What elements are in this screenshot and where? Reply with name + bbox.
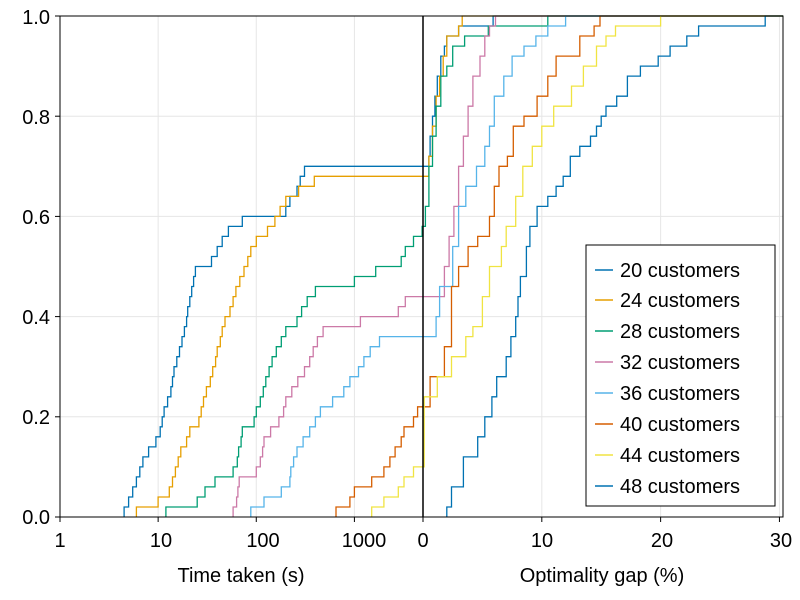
series-line (423, 15, 783, 298)
series-line (423, 15, 783, 177)
series-line (423, 15, 783, 228)
y-tick-label: 0.8 (22, 107, 50, 129)
legend-label: 44 customers (620, 445, 740, 467)
x-tick-label: 1 (54, 530, 65, 552)
y-tick-labels: 0.0 0.2 0.4 0.6 0.8 1.0 (22, 7, 50, 529)
y-tick-label: 1.0 (22, 7, 50, 29)
legend-entry: 28 customers (595, 321, 740, 343)
legend-label: 20 customers (620, 260, 740, 282)
legend-label: 48 customers (620, 476, 740, 498)
x-tick-labels-time: 1 10 100 1000 (54, 530, 386, 552)
series-line (423, 15, 783, 408)
x-axis-title-time: Time taken (s) (177, 565, 304, 587)
legend-label: 32 customers (620, 352, 740, 374)
x-tick-labels-gap: 0 10 20 30 (417, 530, 792, 552)
x-tick-label: 100 (246, 530, 279, 552)
y-tick-label: 0.2 (22, 407, 50, 429)
x-tick-label: 30 (770, 530, 792, 552)
series-line (423, 15, 783, 468)
legend: 20 customers 24 customers 28 customers 3… (585, 244, 776, 507)
series-line (423, 15, 783, 167)
frame-layer (55, 15, 784, 522)
legend-label: 40 customers (620, 414, 740, 436)
y-tick-label: 0.0 (22, 507, 50, 529)
x-tick-label: 1000 (342, 530, 387, 552)
x-tick-label: 20 (651, 530, 673, 552)
series-line (423, 15, 783, 338)
y-tick-label: 0.4 (22, 307, 50, 329)
x-axis-title-gap: Optimality gap (%) (520, 565, 685, 587)
legend-label: 36 customers (620, 383, 740, 405)
x-tick-label: 0 (417, 530, 428, 552)
legend-entry: 24 customers (595, 290, 740, 312)
series-line (123, 165, 423, 517)
legend-entry: 20 customers (595, 260, 740, 282)
series-line (335, 406, 423, 517)
series-line (165, 225, 423, 517)
legend-entry: 44 customers (595, 445, 740, 467)
y-tick-label: 0.6 (22, 207, 50, 229)
legend-box (585, 244, 776, 507)
series-line (371, 466, 423, 517)
series-layer (123, 15, 783, 517)
series-line (446, 15, 783, 517)
x-tick-label: 10 (531, 530, 553, 552)
series-line (232, 295, 423, 517)
legend-label: 24 customers (620, 290, 740, 312)
series-line (135, 175, 423, 517)
legend-entry: 32 customers (595, 352, 740, 374)
series-line (250, 335, 423, 517)
legend-entry: 40 customers (595, 414, 740, 436)
legend-entry: 36 customers (595, 383, 740, 405)
plot-frame (59, 15, 784, 518)
legend-entry: 48 customers (595, 476, 740, 498)
x-tick-label: 10 (150, 530, 172, 552)
legend-label: 28 customers (620, 321, 740, 343)
